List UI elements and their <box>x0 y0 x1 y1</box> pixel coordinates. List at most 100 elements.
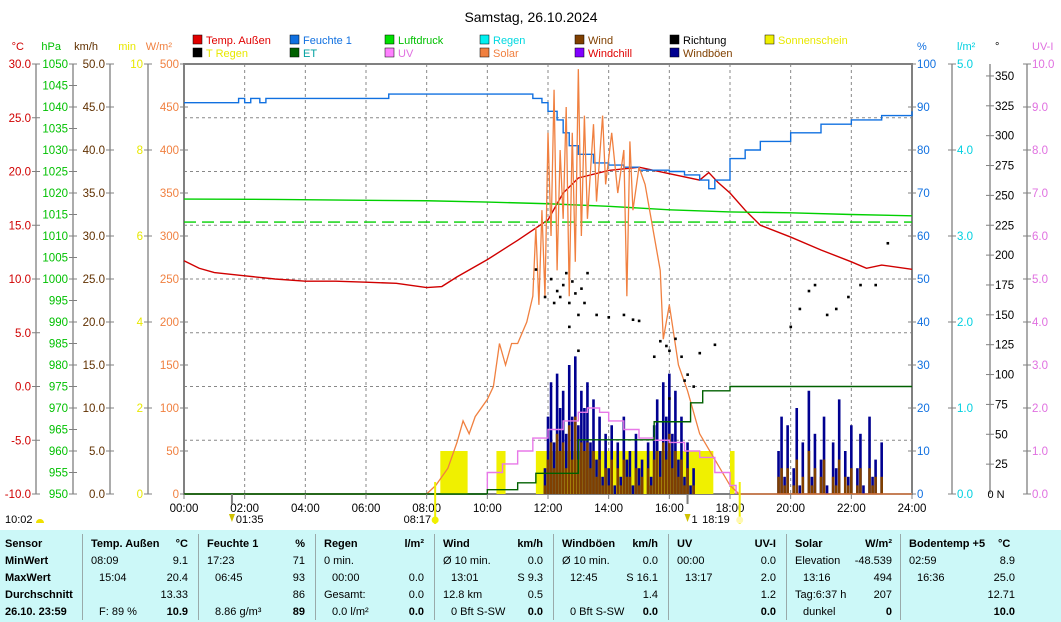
cell-value: 207 <box>873 589 892 601</box>
cell-label: 0 Bft S-SW <box>451 606 506 618</box>
legend-label: Sonnenschein <box>778 35 848 47</box>
cell-value: 0.5 <box>527 589 543 601</box>
astro-markers: 10:02 01:35 08:17 1 18:19 <box>5 482 744 526</box>
wind-direction-dot <box>577 349 580 353</box>
axis-tick-label: 100 <box>917 59 936 71</box>
series-feuchte-1 <box>184 93 913 190</box>
wind-direction-dot <box>637 319 641 323</box>
x-tick-label: 22:00 <box>837 503 866 515</box>
axis-tick-label: 40 <box>917 317 930 329</box>
axis-tick-label: 50 <box>917 274 930 286</box>
x-axis: 00:00 02:00 04:00 06:00 08:00 10:00 12:00 14:00… <box>170 494 926 515</box>
wind-direction-dot <box>874 283 877 287</box>
axis-tick-label: 450 <box>160 102 179 114</box>
x-tick-label: 16:00 <box>655 503 684 515</box>
axis-tick-label: 35.0 <box>83 188 105 200</box>
axis-tick-label: 4 <box>137 317 144 329</box>
wind-direction-dot <box>577 313 580 317</box>
legend-swatch <box>192 47 203 58</box>
wind-direction-dot <box>692 385 695 388</box>
sensor-row-label: MaxWert <box>5 572 51 584</box>
axis-tick-label: 350 <box>995 71 1014 83</box>
cell-label: dunkel <box>803 606 836 618</box>
wind-direction-dot <box>686 373 689 376</box>
wind-direction-dot <box>595 313 598 317</box>
axis-tick-label: 0.0 <box>15 382 31 394</box>
weather-chart: Samstag, 26.10.2024 Temp. Außen Feuchte 1… <box>5 9 1055 526</box>
column-separator <box>434 534 435 620</box>
axis-min: min 0 2 4 6 8 10 <box>118 41 152 501</box>
axis-tick-label: 8 <box>137 145 143 157</box>
wind-direction-dot <box>659 339 662 343</box>
axis-tick-label: 1050 <box>42 59 68 71</box>
axis-tick-label: 275 <box>995 161 1014 173</box>
axis-tick-label: 10 <box>130 59 143 71</box>
cell-label: 06:45 <box>215 572 243 584</box>
legend-swatch <box>192 34 203 45</box>
legend-swatch <box>479 34 490 45</box>
cell-value: 494 <box>873 572 892 584</box>
wind-direction-dot <box>825 313 829 317</box>
axis-tick-label: 1025 <box>42 167 68 179</box>
cell-value: 25.0 <box>993 572 1015 584</box>
axis-tick-label: 4.0 <box>957 145 973 157</box>
wind-direction-dot <box>583 301 586 305</box>
axis-tick-label: 30.0 <box>83 231 105 243</box>
cell-label: 13:17 <box>685 572 713 584</box>
axis-UVI: UV-I 0.0 1.0 2.0 3.0 4.0 5.0 6.0 7.0 8.0 9.0 10.0 <box>1023 41 1054 501</box>
plot-area <box>183 69 913 495</box>
sensor-header: Sensor <box>5 538 43 550</box>
axis-tick-label: 40.0 <box>83 145 105 157</box>
axis-tick-label: -5.0 <box>11 435 31 447</box>
cell-value: S 16.1 <box>626 572 658 584</box>
cell-value: 13.33 <box>160 589 188 601</box>
axis-tick-label: 150 <box>160 360 179 372</box>
axis-tick-label: 400 <box>160 145 179 157</box>
axis-tick-label: 100 <box>160 403 179 415</box>
axis-: ° 25 50 75 100 125 150 175 200 225 250 275 300 325 350… <box>986 41 1014 501</box>
column-title: Feuchte 1 <box>207 538 259 550</box>
axis-tick-label: 0.0 <box>89 489 105 501</box>
axis-tick-label: 60 <box>917 231 930 243</box>
axis-tick-label: 50 <box>995 429 1008 441</box>
cell-label: Tag:6:37 h <box>795 589 847 601</box>
x-tick-label: 12:00 <box>534 503 563 515</box>
axis-unit: W/m² <box>146 41 173 53</box>
column-unit: km/h <box>632 538 658 550</box>
axis-tick-label: 9.0 <box>1032 102 1048 114</box>
cell-value: 9.1 <box>172 555 188 567</box>
axis-tick-label: 75 <box>995 399 1008 411</box>
wind-direction-dot <box>622 313 626 317</box>
wind-direction-dot <box>674 337 677 341</box>
legend-label: ET <box>303 48 317 60</box>
axis-tick-label: 5.0 <box>1032 274 1048 286</box>
cell-label: 00:00 <box>332 572 360 584</box>
axis-tick-label: 5.0 <box>957 59 973 71</box>
axis-tick-label: 10 <box>917 446 930 458</box>
legend-swatch <box>669 47 680 58</box>
x-tick-label: 02:00 <box>230 503 259 515</box>
cell-value: 0 <box>885 606 892 618</box>
cell-value: 0.0 <box>760 555 776 567</box>
axis-tick-label: 10.0 <box>1032 59 1054 71</box>
column-title: Bodentemp +5 <box>909 538 986 550</box>
column-separator <box>668 534 669 620</box>
x-tick-label: 14:00 <box>594 503 623 515</box>
wind-direction-dot <box>561 283 565 287</box>
axis-tick-label: 7.0 <box>1032 188 1048 200</box>
axis-tick-label: 0 <box>173 489 179 501</box>
legend-swatch <box>574 47 585 58</box>
column-unit: UV-I <box>754 538 776 550</box>
axis-tick-label: 200 <box>995 250 1014 262</box>
cell-value: 0.0 <box>527 606 543 618</box>
axis-tick-label: 350 <box>160 188 179 200</box>
cell-value: 0.0 <box>408 572 424 584</box>
axis-tick-label: 6.0 <box>1032 231 1048 243</box>
axis-tick-label: 5.0 <box>15 328 31 340</box>
column-unit: % <box>295 538 305 550</box>
series-luftdruck <box>183 198 913 217</box>
legend-label: UV <box>398 48 414 60</box>
legend-label: Regen <box>493 35 525 47</box>
axis-Wm: W/m² 0 50 100 150 200 250 300 350 400 450 500 <box>146 41 188 501</box>
axis-tick-label: 15.0 <box>83 360 105 372</box>
